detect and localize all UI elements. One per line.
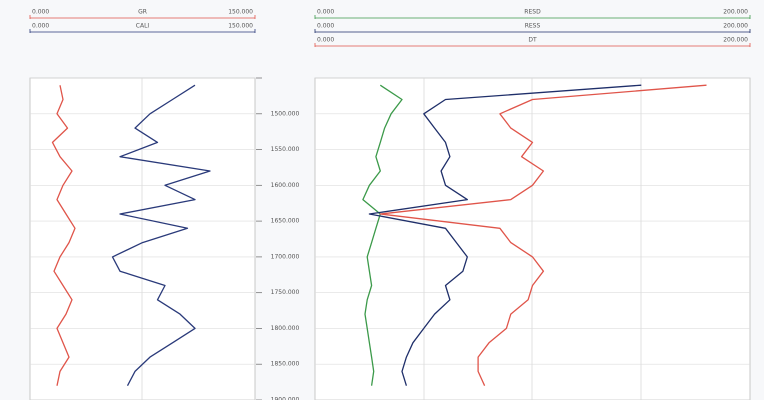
scale-label: 0.000 (317, 23, 334, 30)
depth-label: 1750.000 (271, 289, 300, 296)
scale-label: 0.000 (32, 9, 49, 16)
depth-label: 1600.000 (271, 182, 300, 189)
curve-name: RESS (525, 23, 541, 30)
log-curve (379, 84, 707, 386)
log-curve (368, 84, 642, 386)
depth-label: 1800.000 (271, 325, 300, 332)
curve-name: CALI (136, 23, 150, 30)
depth-label: 1550.000 (271, 146, 300, 153)
curve-name: RESD (524, 9, 541, 16)
scale-label: 0.000 (317, 9, 334, 16)
depth-label: 1500.000 (271, 110, 300, 117)
scale-label: 0.000 (317, 37, 334, 44)
scale-label: 200.000 (723, 9, 748, 16)
scale-label: 200.000 (723, 37, 748, 44)
scale-label: 0.000 (32, 23, 49, 30)
log-curve (362, 84, 403, 386)
curve-name: DT (528, 37, 537, 44)
log-curve (111, 84, 211, 387)
scale-label: 200.000 (723, 23, 748, 30)
depth-label: 1900.000 (271, 397, 300, 400)
depth-label: 1850.000 (271, 361, 300, 368)
depth-label: 1650.000 (271, 218, 300, 225)
track-frame (314, 77, 751, 400)
scale-label: 150.000 (228, 23, 253, 30)
track-frame (29, 77, 256, 400)
depth-label: 1700.000 (271, 253, 300, 260)
log-curve (51, 85, 76, 386)
scale-label: 150.000 (228, 9, 253, 16)
curve-name: GR (138, 9, 147, 16)
